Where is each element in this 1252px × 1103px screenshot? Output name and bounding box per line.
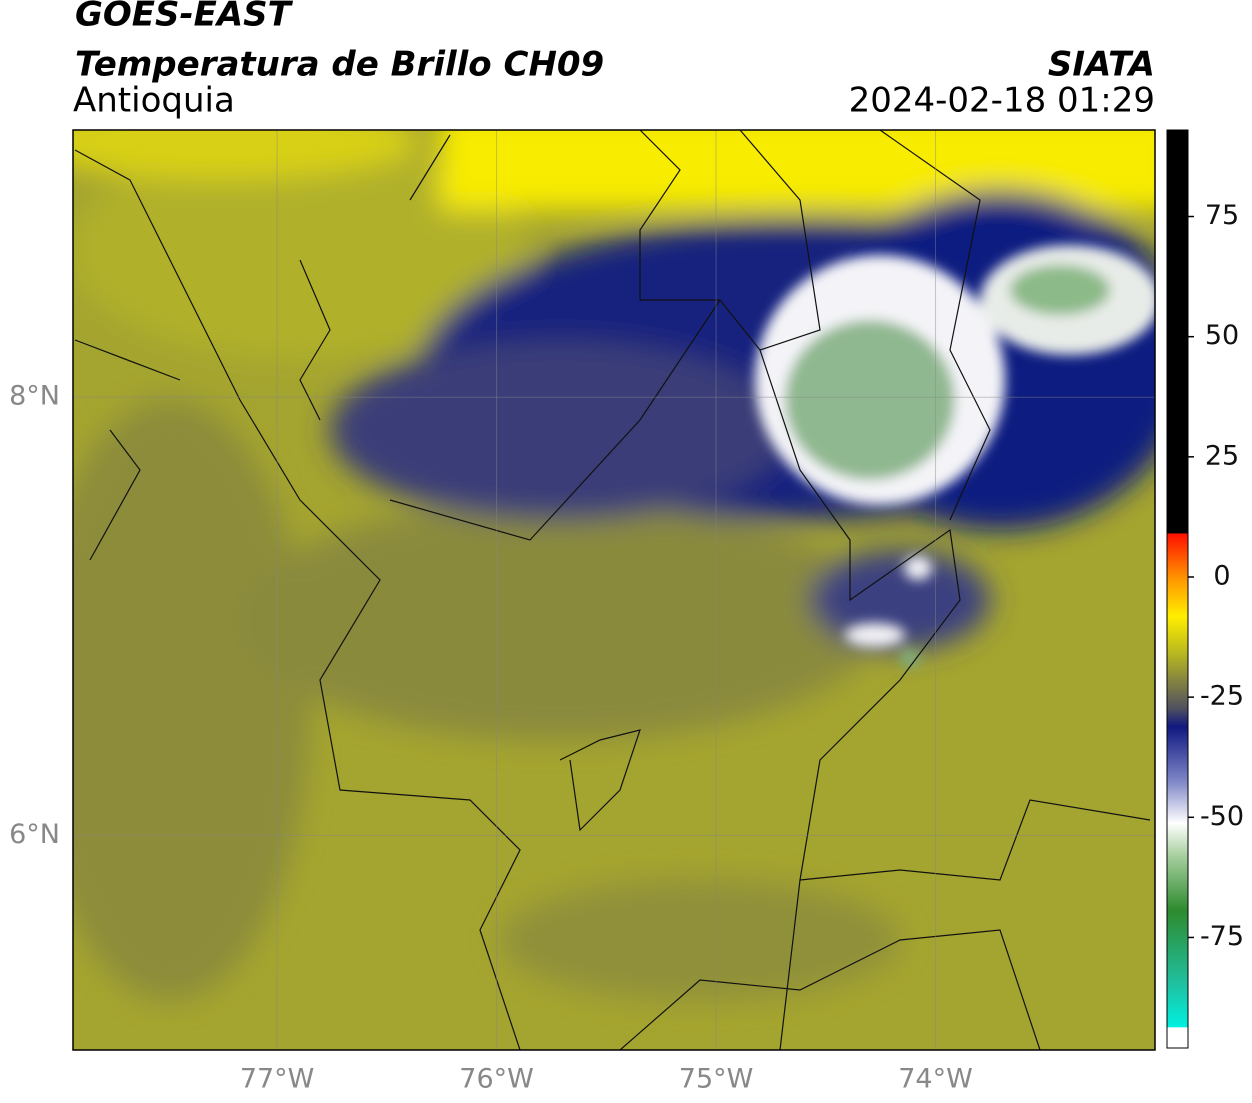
colorbar (1166, 129, 1189, 1049)
colorbar-tick-label: -50 (1200, 801, 1244, 832)
lon-tick-label: 77°W (240, 1064, 315, 1095)
source: SIATA (1048, 45, 1155, 85)
map-frame (72, 129, 1156, 1051)
datetime: 2024-02-18 01:29 (849, 81, 1155, 121)
colorbar-tick-label: 25 (1205, 440, 1239, 471)
colorbar-tick-label: 0 (1213, 560, 1230, 591)
region: Antioquia (73, 81, 235, 121)
grid (73, 130, 1155, 1050)
colorbar-tick-label: 50 (1205, 320, 1239, 351)
colorbar-tick-label: 75 (1205, 200, 1239, 231)
lon-tick-label: 74°W (898, 1064, 973, 1095)
lon-tick-label: 75°W (679, 1064, 754, 1095)
colorbar-tick-label: -25 (1200, 681, 1244, 712)
satellite-title: GOES-EAST (75, 0, 294, 35)
colorbar-tick-label: -75 (1200, 921, 1244, 952)
lat-tick-label: 6°N (9, 819, 60, 850)
satellite-image (73, 130, 1155, 1050)
lat-tick-label: 8°N (9, 381, 60, 412)
lon-tick-label: 76°W (459, 1064, 534, 1095)
product-title: Temperatura de Brillo CH09 (75, 45, 604, 85)
